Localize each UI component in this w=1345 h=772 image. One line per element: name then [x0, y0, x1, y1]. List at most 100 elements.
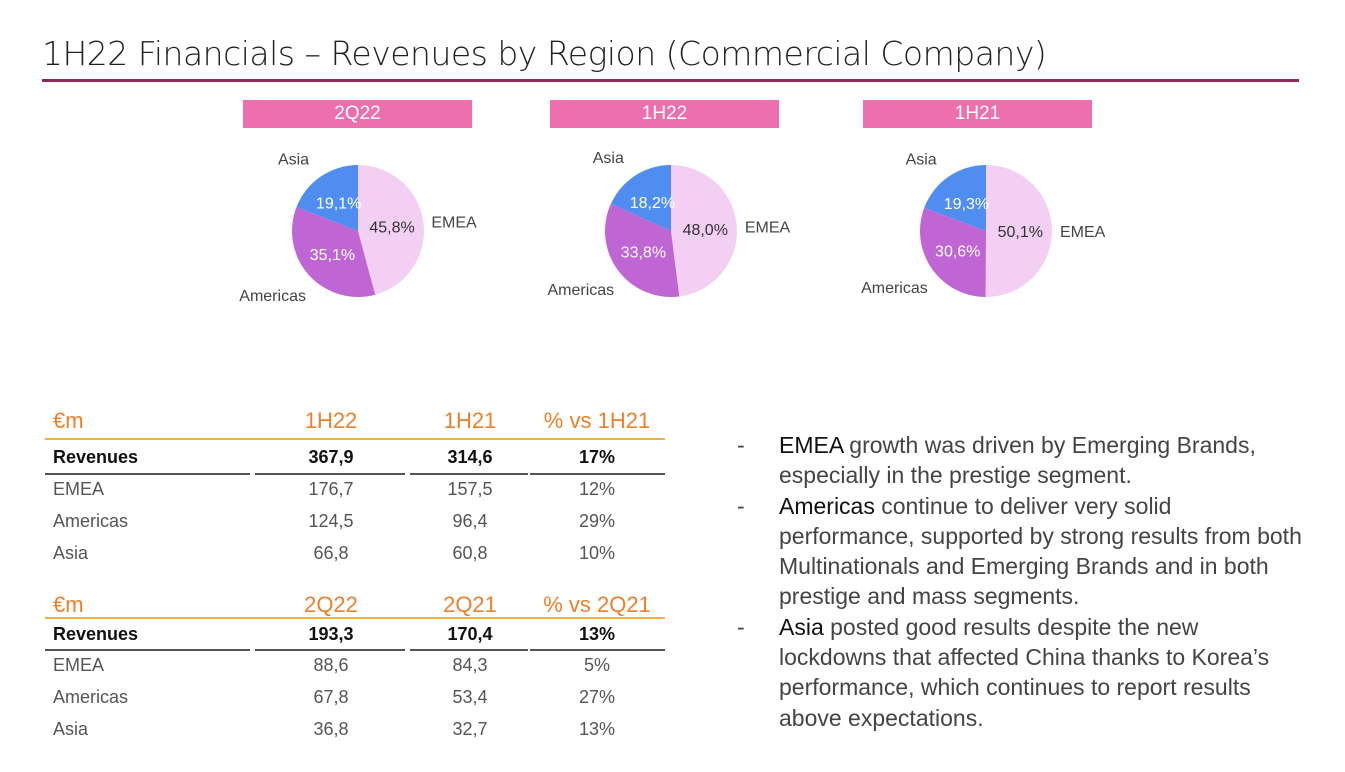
table-row: Asia 36,8 32,7 13%: [45, 713, 670, 745]
pie-value-label: 18,2%: [630, 195, 675, 212]
row-value: 170,4: [447, 624, 493, 644]
row-label: Americas: [53, 511, 129, 531]
bullet-text: growth was driven by Emerging Brands, es…: [779, 432, 1256, 489]
bullet-lead: Americas: [779, 492, 875, 519]
bullet-lead: EMEA: [779, 432, 843, 458]
table-row: EMEA 88,6 84,3 5%: [45, 649, 670, 681]
row-value: 12%: [578, 479, 616, 499]
row-value: 29%: [578, 511, 616, 531]
bullet-lead: Asia: [779, 613, 824, 640]
row-value: 10%: [578, 543, 616, 563]
table-row-total: Revenues 193,3 170,4 13%: [45, 618, 670, 650]
table-row: Asia 66,8 60,8 10%: [45, 537, 670, 569]
row-value: 53,4: [452, 687, 488, 707]
title-divider: [42, 79, 1299, 82]
pie-value-label: 45,8%: [369, 219, 414, 236]
row-label: Revenues: [53, 624, 139, 644]
row-value: 36,8: [313, 719, 349, 739]
table-row: Americas 67,8 53,4 27%: [45, 681, 670, 713]
row-value: 17%: [578, 447, 616, 467]
bullet-dash: -: [737, 432, 745, 458]
row-value: 60,8: [452, 543, 488, 563]
pie-slice-emea: [671, 165, 738, 297]
row-label: EMEA: [53, 655, 105, 675]
table-row: EMEA 176,7 157,5 12%: [45, 473, 670, 505]
row-divider: [410, 473, 528, 475]
pie-value-label: 50,1%: [998, 224, 1043, 241]
pie-slice-americas: [291, 207, 376, 297]
pie-slice-emea: [358, 165, 425, 295]
row-divider: [45, 649, 250, 651]
pie-value-label: 48,0%: [683, 222, 728, 239]
table-header-col2: 2Q21: [443, 592, 497, 617]
row-value: 157,5: [447, 479, 493, 499]
pie-category-label: Asia: [593, 150, 624, 167]
row-divider: [255, 649, 405, 651]
pie-slice-americas: [919, 207, 986, 297]
row-value: 176,7: [308, 479, 354, 499]
row-value: 314,6: [447, 447, 493, 467]
row-value: 67,8: [313, 687, 349, 707]
row-value: 5%: [583, 655, 610, 675]
pie-category-label: Americas: [239, 288, 306, 305]
table-header-col1: 1H22: [304, 408, 358, 433]
pie-value-label: 19,1%: [316, 196, 361, 213]
bullet-dash: -: [737, 613, 745, 640]
pie-value-label: 33,8%: [621, 244, 666, 261]
row-value: 66,8: [313, 543, 349, 563]
row-label: Asia: [53, 719, 89, 739]
pie-category-label: Americas: [861, 280, 928, 297]
table-header-row: €m 2Q22 2Q21 % vs 2Q21: [45, 589, 670, 621]
row-value: 88,6: [313, 655, 349, 675]
pie-category-label: EMEA: [431, 214, 477, 231]
row-label: Asia: [53, 543, 89, 563]
row-label: EMEA: [53, 479, 105, 499]
pie-category-label: Americas: [547, 282, 614, 299]
row-value: 13%: [578, 719, 616, 739]
table-header-unit: €m: [53, 408, 84, 433]
pie-slice-asia: [924, 165, 986, 231]
bullet-text: continue to deliver very solid performan…: [779, 492, 1302, 610]
pie-category-label: Asia: [278, 151, 309, 168]
commentary-bullets: - EMEA growth was driven by Emerging Bra…: [735, 430, 1305, 733]
bullet-asia: - Asia posted good results despite the n…: [735, 612, 1305, 733]
row-divider: [410, 649, 528, 651]
row-value: 367,9: [308, 447, 354, 467]
table-row: Americas 124,5 96,4 29%: [45, 505, 670, 537]
table-header-col1: 2Q22: [304, 592, 358, 617]
table-header-col2: 1H21: [443, 408, 497, 433]
pie-category-label: EMEA: [1060, 224, 1106, 241]
pie-value-label: 30,6%: [935, 243, 980, 260]
row-value: 96,4: [452, 511, 488, 531]
row-divider: [45, 473, 250, 475]
table-header-col3: % vs 2Q21: [543, 592, 651, 617]
bullet-dash: -: [737, 492, 745, 519]
row-value: 32,7: [452, 719, 488, 739]
pie-category-label: EMEA: [745, 219, 791, 236]
pie-charts: 45,8% EMEA 35,1% Americas 19,1% Asia 48,0% EMEA…: [239, 150, 1106, 305]
page-title: 1H22 Financials – Revenues by Region (Co…: [42, 34, 1047, 73]
pie-slice-emea: [985, 165, 1052, 297]
pie-value-label: 19,3%: [944, 196, 989, 213]
pie-header-1h22: 1H22: [550, 100, 779, 128]
row-value: 13%: [578, 624, 616, 644]
table-header-unit: €m: [53, 592, 84, 617]
table-header-row: €m 1H22 1H21 % vs 1H21: [45, 405, 670, 437]
bullet-text: posted good results despite the new lock…: [779, 613, 1270, 731]
table-header-col3: % vs 1H21: [543, 408, 651, 433]
row-label: Revenues: [53, 447, 139, 467]
table-row-total: Revenues 367,9 314,6 17%: [45, 441, 670, 473]
row-divider: [530, 473, 665, 475]
table-header-underline: [45, 438, 665, 440]
row-value: 193,3: [308, 624, 354, 644]
pie-slice-asia: [610, 165, 671, 231]
row-value: 27%: [578, 687, 616, 707]
pie-category-label: Asia: [906, 152, 937, 169]
row-label: Americas: [53, 687, 129, 707]
pie-header-2q22: 2Q22: [243, 100, 472, 128]
row-divider: [255, 473, 405, 475]
bullet-americas: - Americas continue to deliver very soli…: [735, 491, 1305, 612]
pie-slice-asia: [296, 165, 358, 231]
pie-slice-americas: [605, 203, 680, 298]
pie-value-label: 35,1%: [310, 247, 355, 264]
